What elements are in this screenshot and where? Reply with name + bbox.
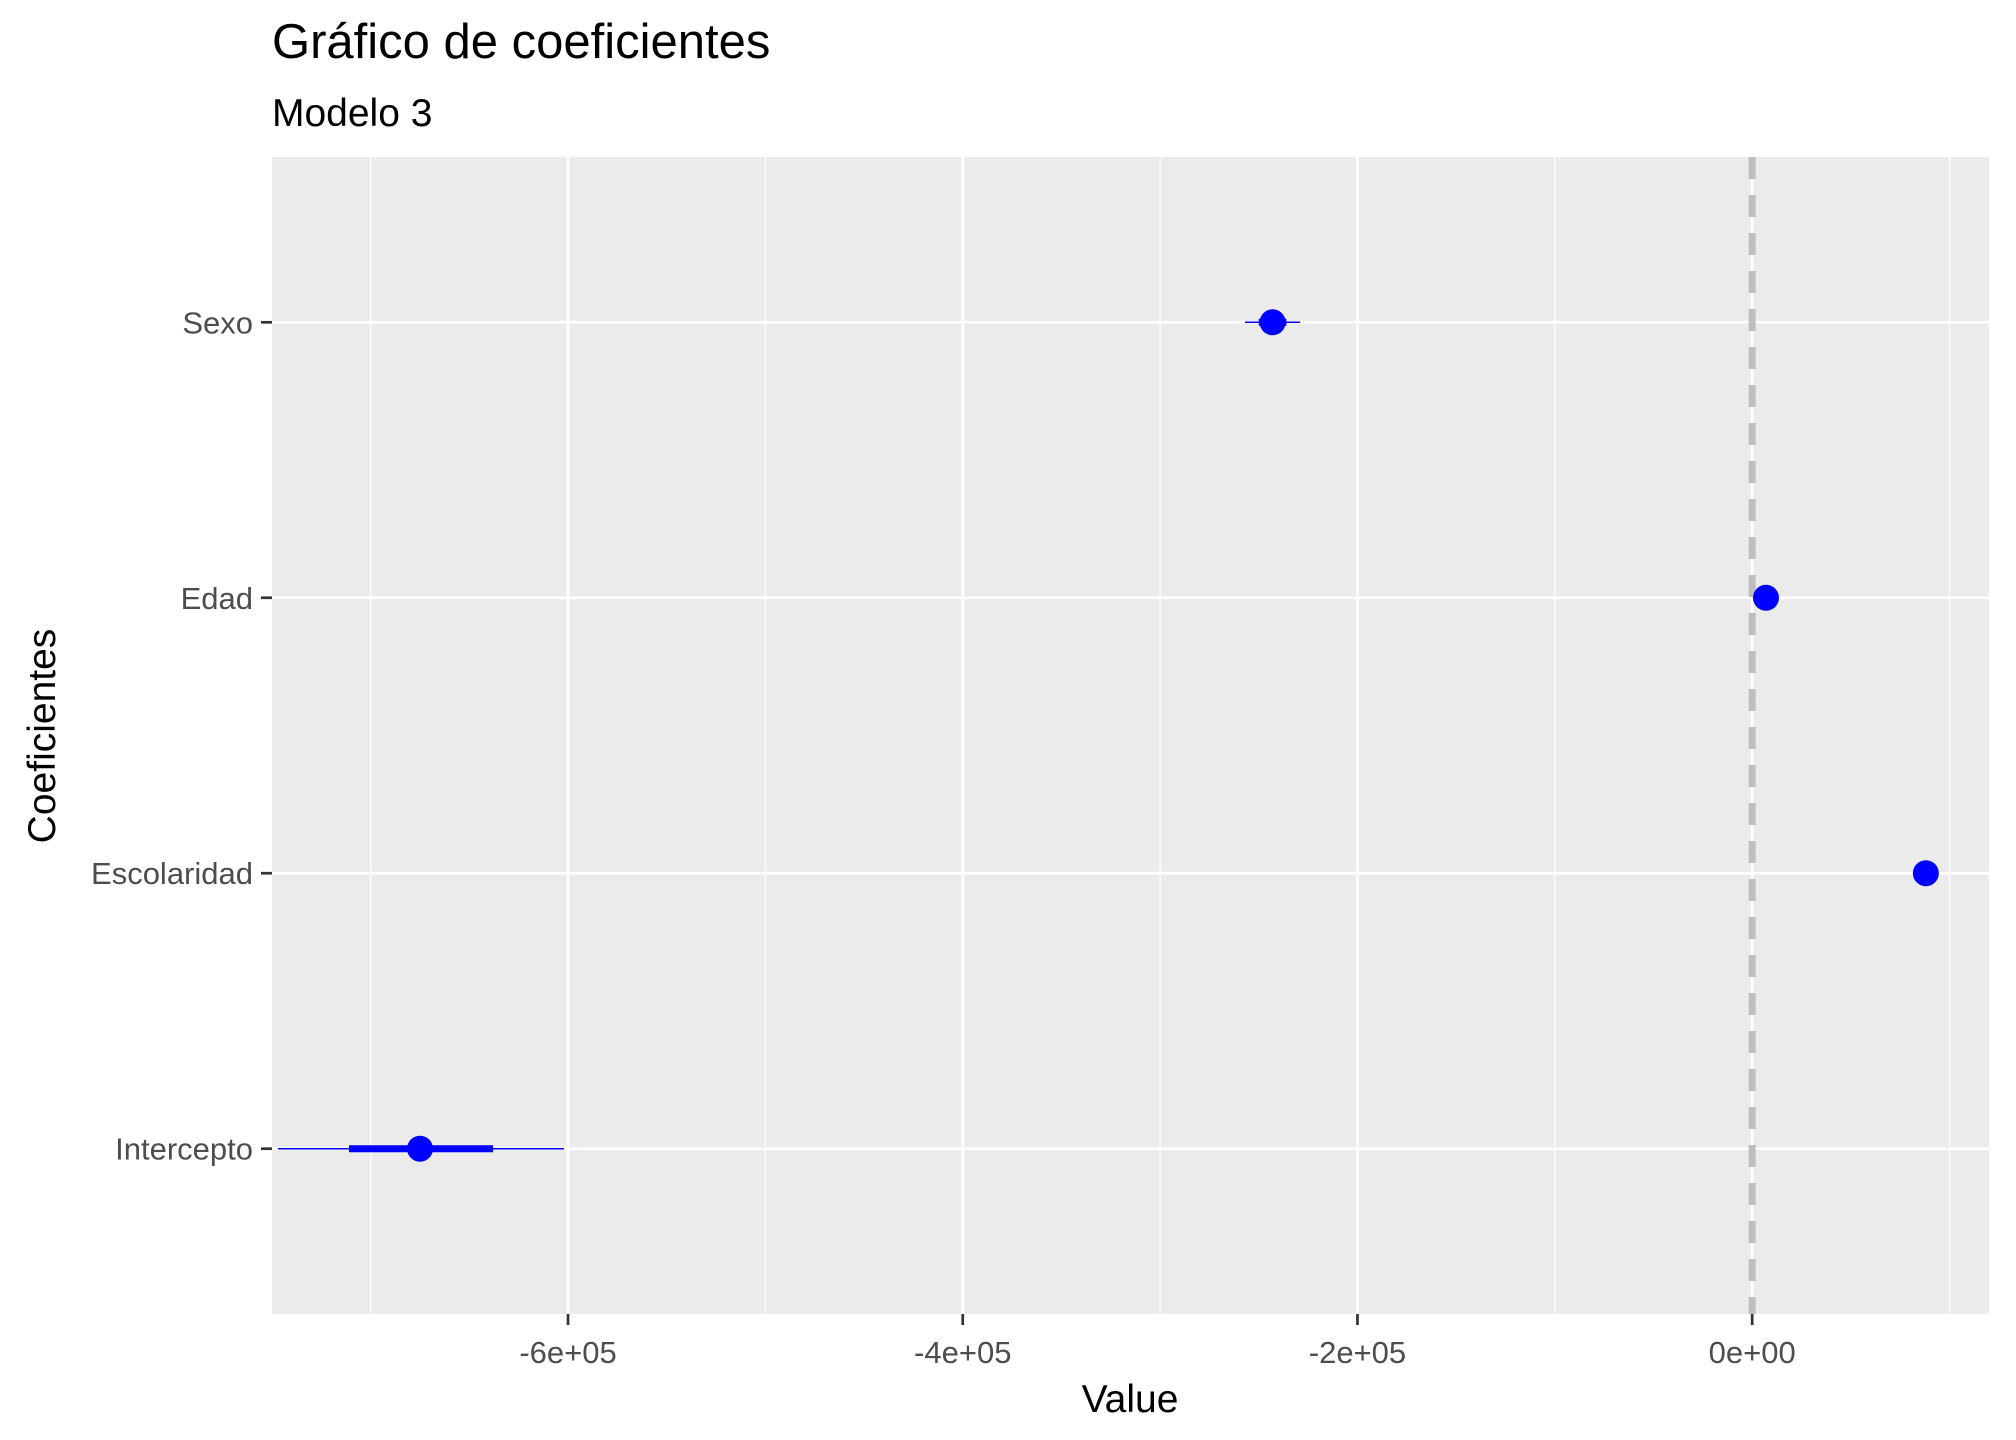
y-tick-label: Escolaridad: [91, 856, 253, 891]
y-tick-label: Sexo: [182, 305, 253, 340]
coefficient-point: [1912, 860, 1939, 887]
axes: -6e+05 -4e+05 -2e+05 0e+00 Sexo Edad Escolarid…: [91, 305, 1796, 1370]
coefficient-marks: [277, 309, 1939, 1162]
coefficient-point: [1752, 584, 1779, 611]
plot-panel: [272, 157, 1989, 1314]
x-tick-label: 0e+00: [1709, 1335, 1796, 1370]
x-tick-label: -2e+05: [1309, 1335, 1406, 1370]
x-tick-label: -4e+05: [914, 1335, 1011, 1370]
coefficient-point: [407, 1135, 434, 1162]
x-axis-title: Value: [1082, 1378, 1179, 1421]
y-axis-title: Coeficientes: [21, 629, 64, 844]
x-tick-label: -6e+05: [519, 1335, 616, 1370]
y-tick-label: Intercepto: [115, 1132, 253, 1167]
chart-title: Gráfico de coeficientes: [272, 15, 770, 69]
chart-subtitle: Modelo 3: [272, 92, 432, 135]
y-tick-label: Edad: [181, 581, 253, 616]
coefficient-point: [1259, 309, 1286, 336]
